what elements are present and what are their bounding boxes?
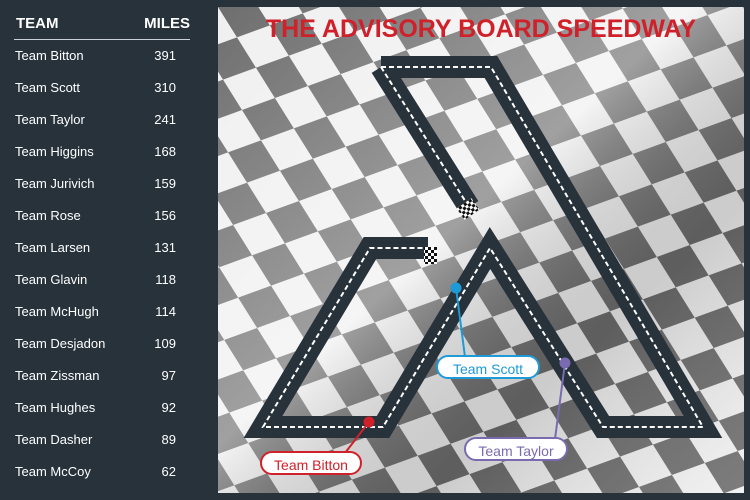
team-scott-connector [455, 287, 466, 358]
speedway-map: THE ADVISORY BOARD SPEEDWAY Team Bitton … [218, 7, 744, 493]
miles-column-header: MILES [144, 15, 190, 32]
leaderboard-row: Team Bitton 391 [14, 48, 178, 68]
team-miles: 391 [154, 48, 176, 63]
team-name: Team Larsen [15, 240, 91, 255]
team-column-header: TEAM [16, 15, 59, 32]
leaderboard-panel: TEAM MILES Team Bitton 391 Team Scott 310 Te… [0, 0, 218, 500]
team-name: Team Rose [15, 208, 81, 223]
team-name: Team Jurivich [15, 176, 95, 191]
team-miles: 241 [154, 112, 176, 127]
leaderboard-row: Team Taylor 241 [14, 112, 178, 132]
team-name: Team Zissman [15, 368, 100, 383]
team-name: Team McCoy [15, 464, 91, 479]
team-miles: 159 [154, 176, 176, 191]
leaderboard-row: Team Jurivich 159 [14, 176, 178, 196]
team-taylor-marker[interactable] [559, 357, 571, 369]
speedway-svg: THE ADVISORY BOARD SPEEDWAY [218, 7, 744, 493]
team-miles: 89 [161, 432, 176, 447]
team-taylor-label: Team Taylor [464, 437, 568, 461]
leaderboard-row: Team Glavin 118 [14, 272, 178, 292]
track-center-line [261, 66, 705, 428]
team-taylor-connector [554, 362, 566, 440]
leaderboard-row: Team Dasher 89 [14, 432, 178, 452]
leaderboard-header: TEAM MILES [14, 13, 190, 40]
leaderboard-row: Team Scott 310 [14, 80, 178, 100]
team-bitton-label: Team Bitton [260, 451, 362, 475]
team-name: Team Higgins [15, 144, 94, 159]
team-miles: 156 [154, 208, 176, 223]
leaderboard-row: Team Larsen 131 [14, 240, 178, 260]
team-miles: 109 [154, 336, 176, 351]
team-miles: 118 [155, 272, 176, 287]
team-scott-label: Team Scott [436, 355, 540, 379]
team-name: Team McHugh [15, 304, 99, 319]
start-flag-icon [456, 198, 480, 220]
team-name: Team Hughes [15, 400, 96, 415]
team-miles: 310 [154, 80, 176, 95]
team-name: Team Taylor [15, 112, 85, 127]
team-miles: 97 [161, 368, 176, 383]
finish-flag-icon [424, 247, 437, 264]
leaderboard-row: Team Higgins 168 [14, 144, 178, 164]
page-title: THE ADVISORY BOARD SPEEDWAY [266, 15, 697, 43]
team-name: Team Scott [15, 80, 81, 95]
team-miles: 168 [154, 144, 176, 159]
team-miles: 114 [155, 304, 176, 319]
team-name: Team Dasher [15, 432, 93, 447]
team-name: Team Desjadon [15, 336, 106, 351]
leaderboard-row: Team Hughes 92 [14, 400, 178, 420]
team-bitton-marker[interactable] [363, 416, 375, 428]
team-miles: 131 [154, 240, 176, 255]
leaderboard-row: Team McHugh 114 [14, 304, 178, 324]
team-name: Team Glavin [15, 272, 88, 287]
team-name: Team Bitton [15, 48, 84, 63]
team-miles: 92 [161, 400, 176, 415]
team-scott-marker[interactable] [450, 282, 462, 294]
leaderboard-row: Team Rose 156 [14, 208, 178, 228]
team-miles: 62 [161, 464, 176, 479]
team-bitton-connector [344, 421, 370, 454]
leaderboard-row: Team Desjadon 109 [14, 336, 178, 356]
leaderboard-row: Team McCoy 62 [14, 464, 178, 484]
leaderboard-row: Team Zissman 97 [14, 368, 178, 388]
